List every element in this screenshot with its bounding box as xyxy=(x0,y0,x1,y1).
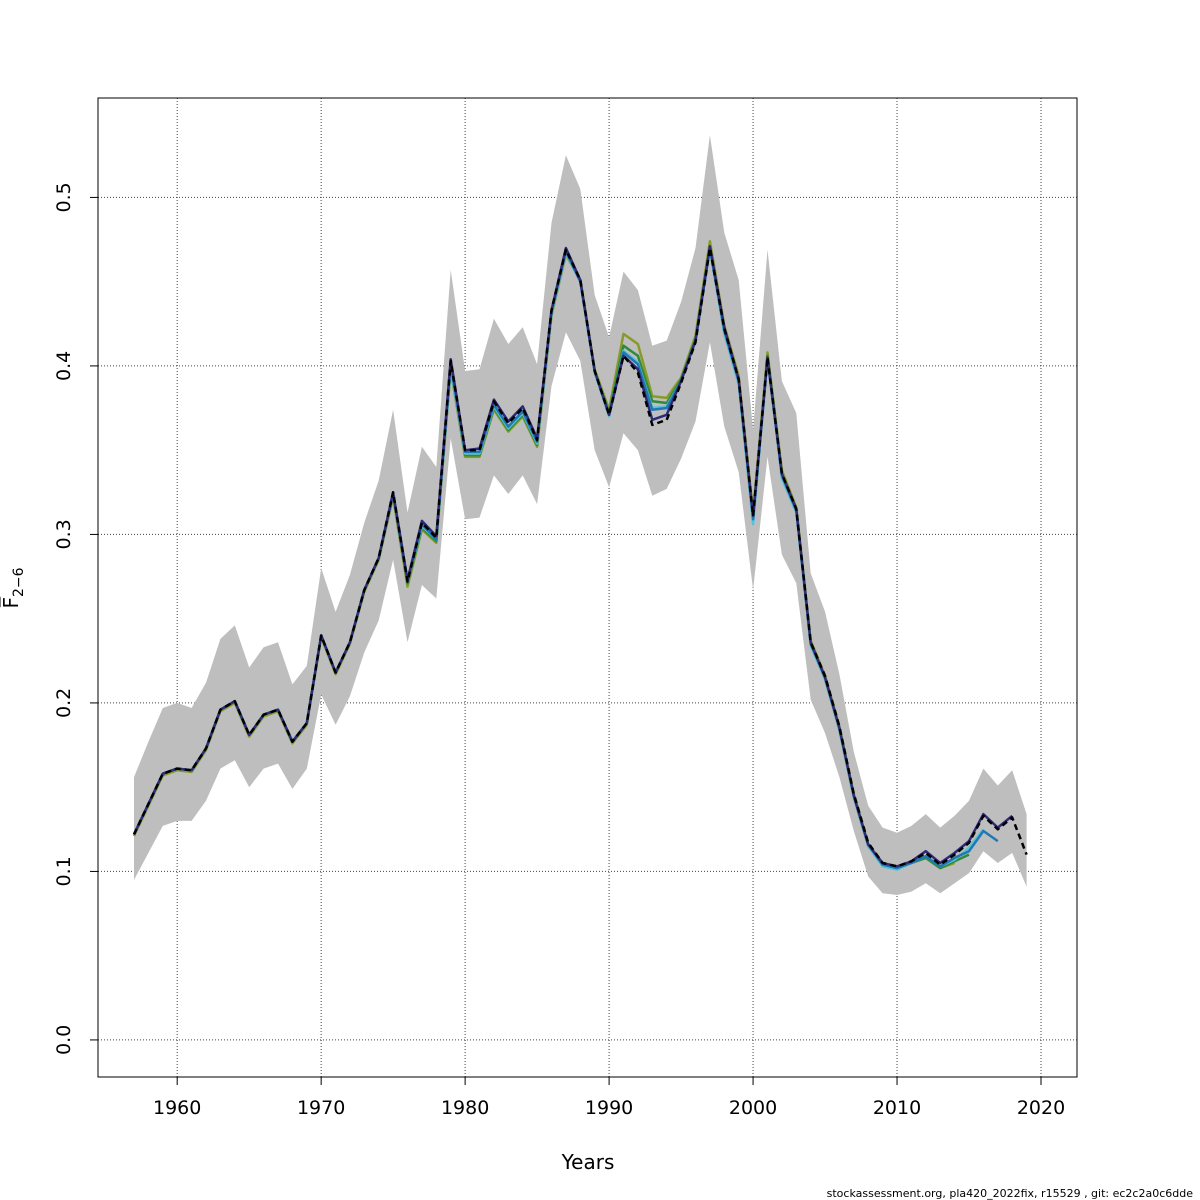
x-tick-label: 2000 xyxy=(729,1097,777,1119)
y-tick-label: 0.5 xyxy=(53,182,75,212)
y-tick-label: 0.0 xyxy=(53,1025,75,1055)
x-tick-label: 1980 xyxy=(441,1097,489,1119)
y-axis-label-subscript: 2−6 xyxy=(11,567,27,597)
plot-frame xyxy=(97,97,1078,1078)
x-axis-label: Years xyxy=(561,1150,615,1174)
y-axis-label-main: F̅ xyxy=(0,596,23,609)
y-axis-label: F̅2−6 xyxy=(0,567,27,608)
x-axis: 1960 1970 1980 1990 2000 2010 2020 xyxy=(153,1077,1065,1119)
svg-text:F̅2−6: F̅2−6 xyxy=(0,567,27,608)
x-tick-label: 2010 xyxy=(873,1097,921,1119)
x-tick-label: 1960 xyxy=(153,1097,201,1119)
series-line-1 xyxy=(132,246,1028,868)
x-tick-label: 2020 xyxy=(1017,1097,1065,1119)
series-lines xyxy=(132,239,1028,871)
y-tick-label: 0.1 xyxy=(53,856,75,886)
y-tick-label: 0.4 xyxy=(53,351,75,381)
x-tick-label: 1990 xyxy=(585,1097,633,1119)
y-tick-label: 0.2 xyxy=(53,688,75,718)
x-tick-label: 1970 xyxy=(297,1097,345,1119)
y-tick-label: 0.3 xyxy=(53,519,75,549)
y-axis: 0.0 0.1 0.2 0.3 0.4 0.5 xyxy=(53,182,98,1055)
footer-note: stockassessment.org, pla420_2022fix, r15… xyxy=(827,1187,1194,1200)
